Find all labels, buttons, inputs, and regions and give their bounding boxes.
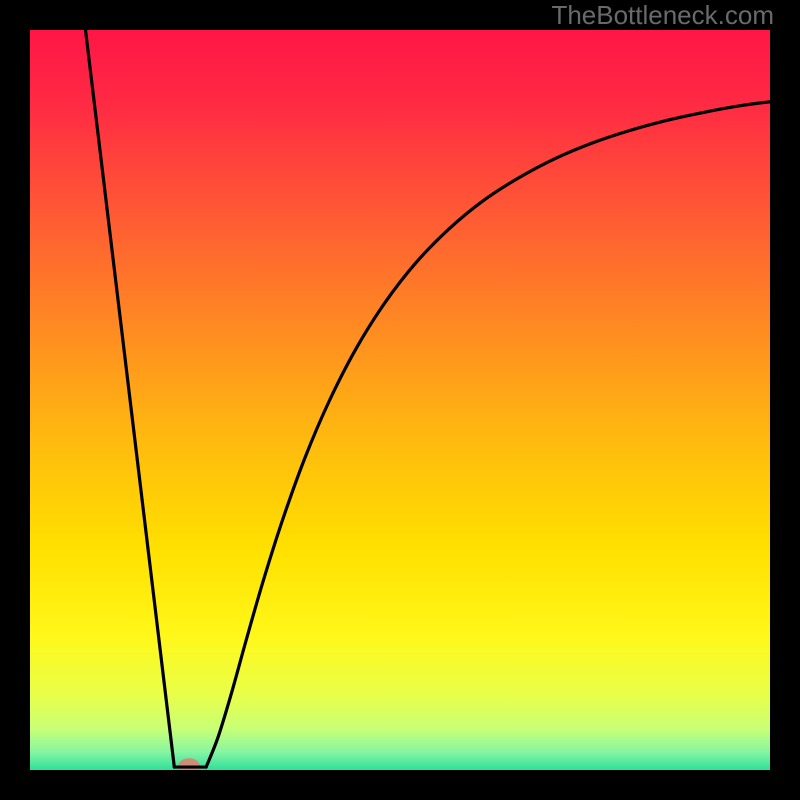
chart-canvas: TheBottleneck.com bbox=[0, 0, 800, 800]
curve-layer bbox=[30, 30, 770, 770]
curve-left-segment bbox=[86, 30, 175, 767]
curve-right-segment bbox=[206, 102, 770, 767]
watermark-text: TheBottleneck.com bbox=[551, 0, 774, 31]
